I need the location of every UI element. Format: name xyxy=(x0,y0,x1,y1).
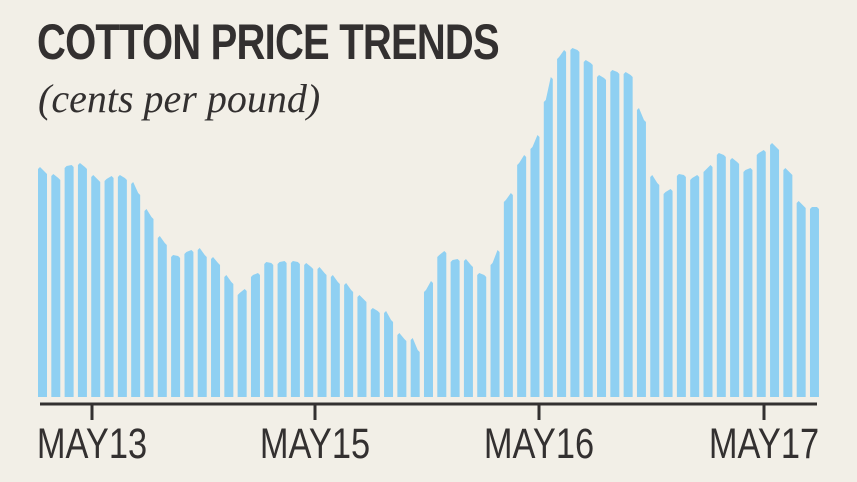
bar xyxy=(503,193,513,397)
bar xyxy=(756,150,766,397)
bar xyxy=(397,333,407,397)
bar xyxy=(583,60,593,397)
bar xyxy=(384,311,394,397)
x-axis-ticks xyxy=(90,404,766,420)
bar xyxy=(423,281,433,397)
bar xyxy=(557,50,567,397)
bar xyxy=(197,248,207,397)
chart-title: COTTON PRICE TRENDS xyxy=(37,14,500,70)
bar xyxy=(463,259,473,397)
bar xyxy=(211,257,221,397)
bar xyxy=(344,283,354,397)
bar xyxy=(171,255,181,397)
bar xyxy=(703,165,713,397)
bar xyxy=(237,289,247,397)
bar xyxy=(131,182,141,397)
bar xyxy=(290,261,300,397)
bar xyxy=(184,250,194,397)
bar xyxy=(330,275,340,397)
bar xyxy=(51,174,61,397)
bar xyxy=(530,135,540,397)
bar xyxy=(370,308,380,397)
bar xyxy=(144,209,154,397)
bar xyxy=(450,259,460,397)
bar xyxy=(543,77,553,397)
x-tick-label-may17: MAY17 xyxy=(708,420,820,468)
bar xyxy=(809,207,819,397)
bar xyxy=(783,168,793,397)
bar xyxy=(730,158,740,397)
bar xyxy=(437,251,447,397)
bar xyxy=(796,201,806,397)
bar xyxy=(663,189,673,397)
bar xyxy=(636,108,646,397)
bar xyxy=(250,273,260,397)
bar xyxy=(38,167,47,397)
bar xyxy=(317,267,327,397)
bar xyxy=(117,175,127,397)
bar-series xyxy=(38,48,819,397)
bar xyxy=(64,165,74,397)
bar xyxy=(357,295,367,397)
bar xyxy=(623,72,633,397)
bar xyxy=(690,175,700,397)
bar xyxy=(517,155,527,397)
bar xyxy=(676,174,686,397)
bar xyxy=(264,262,274,397)
bar xyxy=(77,163,87,397)
bar xyxy=(304,263,314,397)
bar xyxy=(490,250,500,397)
bar xyxy=(610,70,620,397)
bar xyxy=(157,236,167,397)
bar xyxy=(477,273,487,397)
bar xyxy=(716,153,726,397)
bar xyxy=(597,75,607,397)
x-tick-label-may16: MAY16 xyxy=(483,420,595,468)
bar xyxy=(650,175,660,397)
bar xyxy=(104,176,114,397)
bar xyxy=(770,143,780,397)
bar xyxy=(570,48,580,397)
bar xyxy=(91,175,101,397)
bar xyxy=(410,338,420,397)
bar xyxy=(277,261,287,397)
bar xyxy=(224,275,234,397)
chart-subtitle: (cents per pound) xyxy=(38,76,321,121)
x-tick-label-may15: MAY15 xyxy=(259,420,371,468)
bar xyxy=(743,168,753,397)
x-tick-label-may13: MAY13 xyxy=(36,420,148,468)
